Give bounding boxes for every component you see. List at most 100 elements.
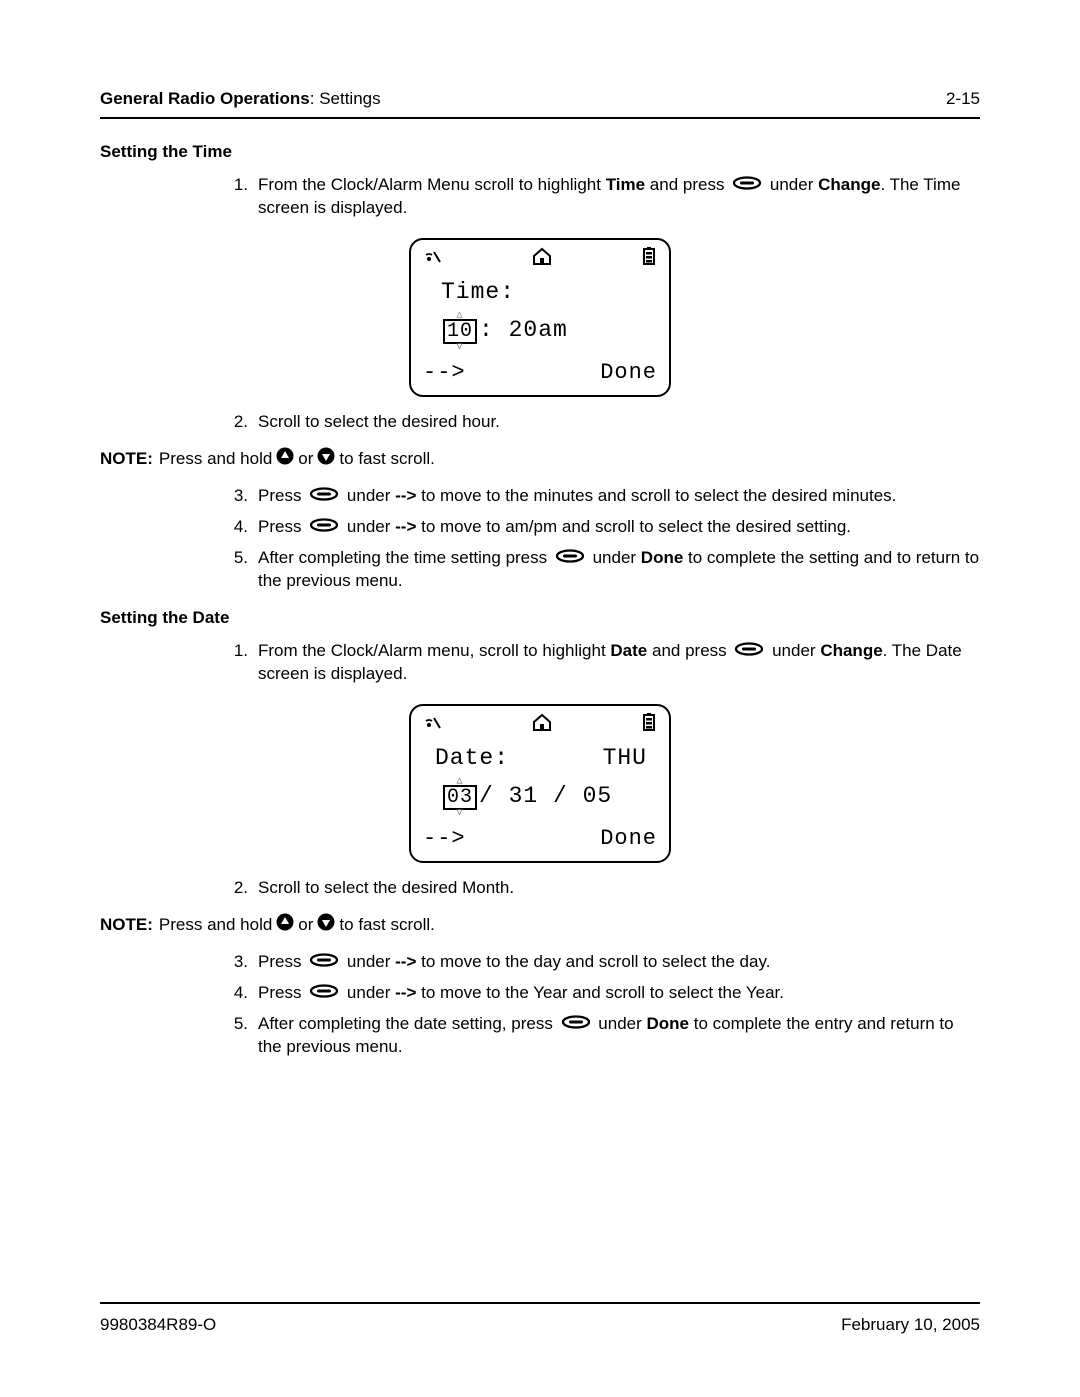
lcd-softkey-right: Done <box>600 359 657 388</box>
text: under <box>594 1014 647 1033</box>
down-button-icon <box>316 446 336 473</box>
text: Press and hold <box>159 914 272 937</box>
footer-divider <box>100 1302 980 1304</box>
text: Press <box>258 952 306 971</box>
time-note: NOTE: Press and hold or to fast scroll. <box>100 446 980 473</box>
date-step-3: 3. Press under --> to move to the day an… <box>220 951 980 974</box>
up-button-icon <box>275 446 295 473</box>
time-step-5: 5. After completing the time setting pre… <box>220 547 980 593</box>
text: and press <box>647 641 731 660</box>
lcd-softkey-right: Done <box>600 825 657 854</box>
text: or <box>298 914 313 937</box>
softkey-icon <box>555 547 585 570</box>
time-step-1: 1. From the Clock/Alarm Menu scroll to h… <box>220 174 980 220</box>
step-number: 2. <box>220 411 248 434</box>
lcd-selected-field: △ 10 ▽ <box>443 312 477 351</box>
text: From the Clock/Alarm menu, scroll to hig… <box>258 641 610 660</box>
time-step-4: 4. Press under --> to move to am/pm and … <box>220 516 980 539</box>
step-number: 5. <box>220 547 248 593</box>
battery-icon <box>641 712 657 740</box>
softkey-icon <box>734 640 764 663</box>
bold-change: Change <box>820 641 882 660</box>
note-label: NOTE: <box>100 448 153 471</box>
date-step-5: 5. After completing the date setting, pr… <box>220 1013 980 1059</box>
up-triangle-icon: △ <box>456 778 463 785</box>
bold: --> <box>395 517 416 536</box>
text: Press and hold <box>159 448 272 471</box>
lcd-date-screen: Date: THU △ 03 ▽ / 31 / 05 --> Done <box>100 704 980 863</box>
step-number: 4. <box>220 982 248 1005</box>
text: under <box>765 175 818 194</box>
bold: --> <box>395 983 416 1002</box>
softkey-icon <box>309 485 339 508</box>
header-sep: : <box>310 89 319 108</box>
softkey-icon <box>309 951 339 974</box>
step-body: Scroll to select the desired hour. <box>258 411 980 434</box>
step-number: 5. <box>220 1013 248 1059</box>
lcd-title: Date: <box>435 744 509 774</box>
text: to fast scroll. <box>339 914 434 937</box>
lcd-status-bar <box>423 714 657 738</box>
step-number: 2. <box>220 877 248 900</box>
lcd-title-row: Date: THU <box>435 744 647 774</box>
text: to fast scroll. <box>339 448 434 471</box>
step-body: From the Clock/Alarm Menu scroll to high… <box>258 174 980 220</box>
heading-setting-time: Setting the Time <box>100 141 980 164</box>
lcd-selected-value: 03 <box>443 785 477 810</box>
lcd-day-name: THU <box>603 744 647 774</box>
step-body: Press under --> to move to the minutes a… <box>258 485 980 508</box>
header-chapter: General Radio Operations <box>100 89 310 108</box>
date-step-list: 1. From the Clock/Alarm menu, scroll to … <box>220 640 980 686</box>
header-page-number: 2-15 <box>946 88 980 111</box>
bold-time: Time <box>606 175 645 194</box>
battery-icon <box>641 246 657 274</box>
home-icon <box>531 246 553 274</box>
bold: Done <box>647 1014 690 1033</box>
lcd-time-screen: Time: △ 10 ▽ : 20am --> Done <box>100 238 980 397</box>
bold: --> <box>395 486 416 505</box>
step-number: 3. <box>220 951 248 974</box>
step-body: From the Clock/Alarm menu, scroll to hig… <box>258 640 980 686</box>
footer-doc-id: 9980384R89-O <box>100 1314 216 1337</box>
step-body: After completing the time setting press … <box>258 547 980 593</box>
lcd-value-row: △ 03 ▽ / 31 / 05 <box>441 778 657 817</box>
date-step-2: 2. Scroll to select the desired Month. <box>220 877 980 900</box>
step-number: 4. <box>220 516 248 539</box>
step-body: Press under --> to move to the Year and … <box>258 982 980 1005</box>
header-section: Settings <box>319 89 380 108</box>
softkey-icon <box>309 982 339 1005</box>
text: to move to the minutes and scroll to sel… <box>416 486 896 505</box>
time-step-list: 1. From the Clock/Alarm Menu scroll to h… <box>220 174 980 220</box>
time-step-2: 2. Scroll to select the desired hour. <box>220 411 980 434</box>
text: From the Clock/Alarm Menu scroll to high… <box>258 175 606 194</box>
date-step-list-cont: 2. Scroll to select the desired Month. <box>220 877 980 900</box>
lcd-selected-value: 10 <box>443 319 477 344</box>
softkey-icon <box>561 1013 591 1036</box>
lcd-status-bar <box>423 248 657 272</box>
date-step-4: 4. Press under --> to move to the Year a… <box>220 982 980 1005</box>
text: to move to the day and scroll to select … <box>416 952 770 971</box>
lcd-value-row: △ 10 ▽ : 20am <box>441 312 657 351</box>
softkey-icon <box>732 174 762 197</box>
lcd-softkeys: --> Done <box>423 359 657 388</box>
step-number: 1. <box>220 174 248 220</box>
text: under <box>342 952 395 971</box>
signal-icon <box>423 713 443 739</box>
lcd-selected-field: △ 03 ▽ <box>443 778 477 817</box>
footer-row: 9980384R89-O February 10, 2005 <box>100 1314 980 1337</box>
bold-change: Change <box>818 175 880 194</box>
bold-date: Date <box>610 641 647 660</box>
lcd-rest-value: : 20am <box>479 316 568 346</box>
header-divider <box>100 117 980 119</box>
text: Press <box>258 517 306 536</box>
time-step-list-cont2: 3. Press under --> to move to the minute… <box>220 485 980 593</box>
lcd-softkey-left: --> <box>423 359 466 388</box>
text: After completing the time setting press <box>258 548 552 567</box>
step-body: Scroll to select the desired Month. <box>258 877 980 900</box>
note-label: NOTE: <box>100 914 153 937</box>
home-icon <box>531 712 553 740</box>
step-number: 1. <box>220 640 248 686</box>
up-triangle-icon: △ <box>456 312 463 319</box>
down-button-icon <box>316 912 336 939</box>
lcd-frame: Time: △ 10 ▽ : 20am --> Done <box>409 238 671 397</box>
